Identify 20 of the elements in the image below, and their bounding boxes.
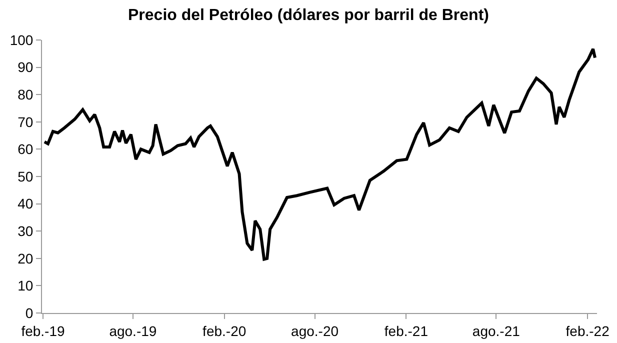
y-tick-label: 30 bbox=[18, 223, 34, 239]
y-tick-label: 100 bbox=[10, 32, 34, 48]
y-tick-label: 10 bbox=[18, 278, 34, 294]
y-tick-label: 0 bbox=[25, 304, 34, 321]
x-tick-label: ago.-20 bbox=[291, 322, 339, 339]
y-tick-label: 40 bbox=[18, 196, 34, 212]
x-tick-label: ago.-19 bbox=[109, 322, 157, 339]
chart-title: Precio del Petróleo (dólares por barril de Brent) bbox=[128, 6, 489, 24]
x-tick-label: feb.-21 bbox=[384, 322, 428, 339]
y-tick-label: 20 bbox=[18, 250, 34, 266]
y-tick-label: 80 bbox=[18, 86, 34, 102]
x-tick-label: feb.-20 bbox=[202, 322, 246, 339]
x-tick-label: ago.-21 bbox=[472, 322, 520, 339]
y-tick-label: 50 bbox=[18, 168, 34, 184]
y-tick-label: 60 bbox=[18, 141, 34, 158]
line-series bbox=[42, 48, 597, 261]
y-tick-label: 70 bbox=[18, 114, 34, 130]
x-tick-label: feb.-22 bbox=[566, 322, 610, 339]
y-tick-label: 90 bbox=[18, 59, 34, 76]
x-tick-label: feb.-19 bbox=[21, 322, 65, 339]
